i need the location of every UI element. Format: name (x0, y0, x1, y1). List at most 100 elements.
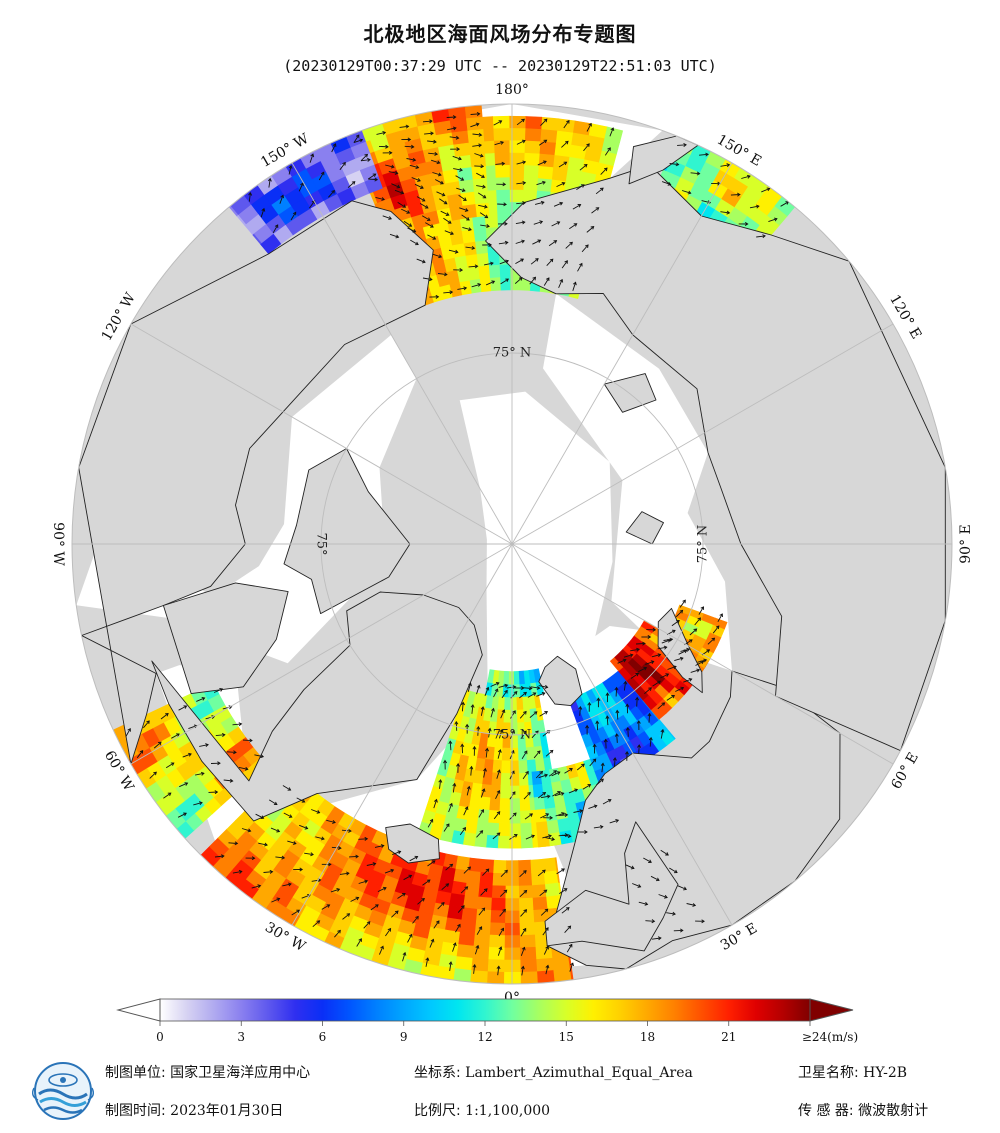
wind-vector-head (522, 927, 527, 932)
wind-vector-head (364, 153, 369, 158)
wind-cell (450, 130, 469, 146)
wind-cell (491, 884, 507, 899)
wind-vector (472, 144, 482, 147)
wind-cell (499, 797, 511, 811)
wind-vector (614, 757, 616, 767)
wind-vector-head (477, 282, 482, 287)
wind-vector-head (421, 897, 425, 902)
wind-vector-head (485, 747, 490, 752)
wind-vector-head (367, 157, 371, 162)
wind-vector-head (430, 131, 434, 136)
wind-vector-head (535, 258, 539, 262)
wind-cell (533, 795, 546, 810)
wind-vector-head (267, 177, 272, 182)
wind-vector-head (482, 194, 487, 199)
wind-vector-head (513, 690, 518, 695)
wind-vector-head (342, 161, 346, 166)
wind-vector (457, 905, 465, 913)
wind-cell (455, 855, 471, 871)
wind-cell (476, 252, 489, 268)
wind-vector (478, 204, 488, 208)
wind-vector (593, 826, 603, 829)
wind-vector (441, 883, 449, 891)
wind-vector (501, 690, 508, 699)
wind-cell (501, 759, 511, 774)
wind-vector-head (522, 201, 526, 205)
wind-vector (467, 683, 472, 693)
wind-vector-head (536, 685, 541, 690)
wind-cell (498, 822, 511, 837)
wind-vector-head (482, 184, 486, 189)
wind-vector (199, 744, 209, 747)
wind-vector (490, 708, 495, 718)
wind-vector-head (583, 163, 588, 168)
wind-vector (527, 692, 536, 698)
wind-vector-head (337, 929, 341, 934)
wind-vector-head (281, 855, 286, 860)
wind-vector-head (478, 143, 483, 148)
wind-vector-head (412, 229, 417, 233)
wind-vector-head (458, 156, 462, 161)
wind-vector (535, 771, 543, 779)
wind-vector-head (481, 788, 486, 793)
wind-vector (564, 925, 571, 934)
wind-vector-head (463, 286, 468, 291)
wind-vector-head (445, 212, 450, 216)
wind-vector (479, 212, 488, 218)
wind-vector (456, 187, 466, 192)
wind-vector-head (595, 207, 600, 211)
wind-vector (143, 720, 150, 729)
wind-vector-head (498, 946, 503, 951)
wind-vector (720, 211, 730, 214)
wind-vector (385, 164, 395, 168)
wind-vector (498, 241, 508, 245)
wind-vector (193, 802, 203, 806)
wind-vector-head (520, 965, 525, 970)
meridian-line (511, 543, 894, 765)
wind-vector (440, 210, 449, 216)
wind-cell (519, 933, 537, 948)
wind-vector-head (607, 798, 612, 803)
wind-vector-head (355, 854, 359, 859)
wind-vector-head (429, 119, 433, 124)
wind-vector (439, 779, 442, 789)
wind-vector-head (400, 190, 405, 195)
wind-vector (539, 711, 548, 717)
wind-cell (473, 932, 491, 948)
wind-vector (404, 145, 414, 148)
wind-vector (188, 725, 198, 730)
wind-vector (595, 187, 604, 195)
wind-vector (493, 688, 499, 698)
wind-vector-head (153, 771, 157, 776)
wind-vector (455, 924, 461, 933)
wind-vector (530, 258, 539, 265)
wind-vector (425, 957, 429, 967)
wind-vector-head (408, 933, 413, 938)
wind-vector (228, 842, 238, 844)
wind-vector (403, 220, 412, 227)
wind-vector (288, 165, 292, 175)
wind-vector-head (679, 656, 684, 661)
wind-vector (499, 909, 506, 917)
wind-vector (551, 221, 560, 227)
wind-vector-head (496, 811, 501, 815)
wind-vector (242, 739, 253, 742)
wind-vector-head (533, 711, 538, 715)
wind-vector (282, 785, 291, 791)
footer-date-value: 2023年01月30日 (170, 1103, 284, 1119)
land-mass-2 (544, 821, 679, 952)
wind-vector (586, 123, 592, 132)
wind-vector (388, 171, 398, 174)
wind-cell (538, 153, 555, 168)
wind-cell (505, 860, 520, 874)
wind-vector (559, 888, 568, 894)
wind-vector-head (553, 240, 558, 244)
wind-vector-head (170, 762, 175, 766)
colorbar-gradient (159, 998, 811, 1022)
wind-vector (422, 277, 432, 281)
wind-cell (519, 797, 531, 811)
wind-cell (519, 897, 535, 911)
wind-vector (530, 686, 540, 689)
wind-vector-head (696, 668, 701, 673)
